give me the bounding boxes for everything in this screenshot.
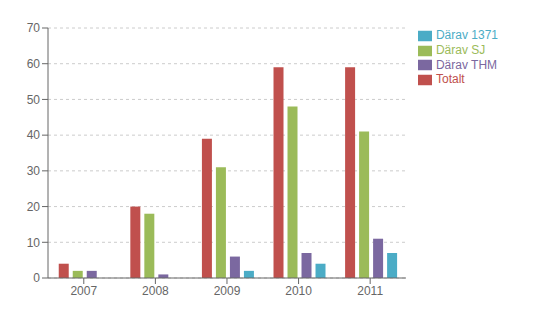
svg-text:50: 50 [27, 93, 41, 107]
svg-text:40: 40 [27, 128, 41, 142]
svg-text:30: 30 [27, 164, 41, 178]
svg-text:2009: 2009 [214, 284, 241, 298]
html-text:Därav 1371: Därav 1371 [436, 28, 498, 42]
html-text:Därav THM: Därav THM [436, 57, 498, 72]
svg-text:60: 60 [27, 57, 41, 71]
html-text:Totalt: Totalt [436, 72, 465, 87]
svg-text:70: 70 [27, 21, 41, 35]
svg-text:10: 10 [27, 236, 41, 250]
html-text:Därav SJ: Därav SJ [436, 42, 486, 57]
svg-text:2010: 2010 [285, 284, 312, 298]
svg-text:2008: 2008 [142, 284, 169, 298]
svg-text:0: 0 [33, 271, 40, 285]
svg-text:20: 20 [27, 200, 41, 214]
svg-text:2011: 2011 [357, 284, 383, 298]
svg-text:2007: 2007 [70, 284, 97, 298]
